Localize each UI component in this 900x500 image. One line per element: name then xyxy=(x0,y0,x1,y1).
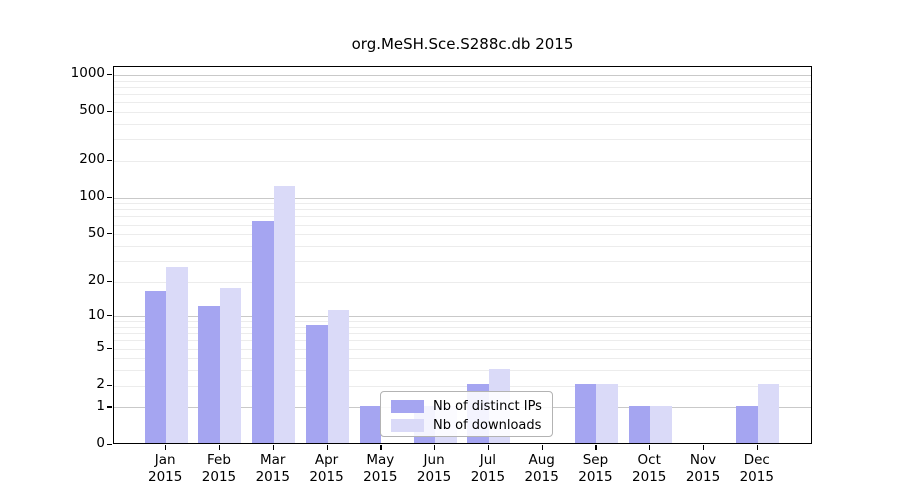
x-tick-mark xyxy=(434,444,436,450)
y-axis-tick-label: 100 xyxy=(79,188,105,205)
gridline xyxy=(114,234,811,236)
y-axis-tick-label: 0 xyxy=(96,435,105,451)
gridline xyxy=(114,86,811,88)
gridline xyxy=(114,111,811,113)
gridline xyxy=(114,348,811,350)
x-axis-month-label: Dec 2015 xyxy=(739,452,774,485)
legend-label-downloads: Nb of downloads xyxy=(433,418,542,433)
x-tick-mark xyxy=(218,444,221,450)
y-tick-mark xyxy=(107,406,112,408)
bar-downloads xyxy=(650,405,672,443)
y-axis-tick-label: 50 xyxy=(87,224,105,241)
x-tick-mark xyxy=(165,444,167,450)
gridline xyxy=(114,216,811,218)
gridline xyxy=(114,94,811,95)
x-tick-mark xyxy=(326,444,328,450)
x-axis-month-label: Sep 2015 xyxy=(578,452,613,485)
y-axis-tick-label: 2 xyxy=(96,376,105,393)
bar-distinct-ips xyxy=(144,291,167,443)
gridline xyxy=(114,203,811,205)
y-axis-tick-label: 5 xyxy=(96,339,105,356)
gridline xyxy=(114,80,811,82)
distinct-ips-swatch-icon xyxy=(391,400,424,413)
y-axis-tick-label: 10 xyxy=(87,306,105,323)
bar-distinct-ips xyxy=(359,405,382,443)
x-tick-mark xyxy=(595,444,597,450)
gridline xyxy=(114,385,811,387)
bar-distinct-ips xyxy=(736,405,758,443)
bar-downloads xyxy=(273,185,296,443)
legend-entry-downloads: Nb of downloads xyxy=(391,416,543,435)
legend-entry-distinct-ips: Nb of distinct IPs xyxy=(391,397,543,416)
x-tick-mark xyxy=(703,444,705,450)
gridline xyxy=(114,358,811,360)
bar-distinct-ips xyxy=(628,405,651,443)
gridline xyxy=(114,245,811,247)
bar-downloads xyxy=(596,384,618,443)
y-axis-tick-label: 20 xyxy=(87,272,105,289)
bar-downloads xyxy=(166,266,188,443)
gridline xyxy=(114,260,811,262)
gridline xyxy=(114,102,811,104)
gridline xyxy=(114,316,811,318)
gridline xyxy=(114,123,811,125)
bar-distinct-ips xyxy=(306,325,328,443)
y-tick-mark xyxy=(107,315,112,317)
x-tick-mark xyxy=(380,444,382,450)
x-axis-month-label: Nov 2015 xyxy=(685,452,721,485)
downloads-swatch-icon xyxy=(391,419,424,432)
y-tick-mark xyxy=(107,73,112,76)
bar-distinct-ips xyxy=(198,305,220,443)
y-tick-mark xyxy=(107,233,112,235)
y-axis-tick-label: 200 xyxy=(79,151,105,168)
x-axis-month-label: Aug 2015 xyxy=(524,452,559,485)
chart-title: org.MeSH.Sce.S288c.db 2015 xyxy=(351,35,574,53)
gridline xyxy=(114,321,811,323)
x-tick-mark xyxy=(756,444,758,450)
x-tick-mark xyxy=(649,444,651,450)
x-axis-month-label: Mar 2015 xyxy=(255,452,290,485)
y-axis-tick-label: 1 xyxy=(96,397,105,414)
y-tick-mark xyxy=(107,443,112,445)
bar-distinct-ips xyxy=(574,384,597,443)
gridline xyxy=(114,224,811,226)
y-tick-mark xyxy=(107,384,112,386)
x-axis-month-label: Apr 2015 xyxy=(309,452,344,485)
legend: Nb of distinct IPs Nb of downloads xyxy=(380,391,553,437)
x-axis-month-label: Jun 2015 xyxy=(416,452,452,485)
legend-label-distinct-ips: Nb of distinct IPs xyxy=(433,399,542,414)
bar-downloads xyxy=(757,384,780,443)
x-tick-mark xyxy=(541,444,543,450)
gridline xyxy=(114,197,811,199)
y-tick-mark xyxy=(107,196,112,198)
bar-downloads xyxy=(327,310,350,443)
plot-area xyxy=(113,66,812,444)
y-tick-mark xyxy=(107,110,112,113)
gridline xyxy=(114,139,811,141)
bar-distinct-ips xyxy=(252,220,274,443)
gridline xyxy=(114,333,811,335)
x-axis-month-label: Oct 2015 xyxy=(632,452,667,485)
gridline xyxy=(114,370,811,372)
y-tick-mark xyxy=(107,347,112,349)
y-tick-mark xyxy=(107,159,112,161)
gridline xyxy=(114,209,811,211)
x-tick-mark xyxy=(487,444,490,450)
x-axis-month-label: May 2015 xyxy=(363,452,398,485)
y-axis-tick-label: 500 xyxy=(79,102,105,119)
gridline xyxy=(114,340,811,342)
bar-downloads xyxy=(219,288,242,443)
x-tick-mark xyxy=(272,444,274,450)
y-tick-mark xyxy=(107,280,112,282)
gridline xyxy=(114,326,811,328)
x-axis-month-label: Jan 2015 xyxy=(148,452,183,485)
gridline xyxy=(114,74,811,76)
gridline xyxy=(114,281,811,283)
x-axis-month-label: Jul 2015 xyxy=(470,452,506,485)
x-axis-month-label: Feb 2015 xyxy=(201,452,237,485)
y-axis-tick-label: 1000 xyxy=(70,65,105,82)
gridline xyxy=(114,160,811,162)
